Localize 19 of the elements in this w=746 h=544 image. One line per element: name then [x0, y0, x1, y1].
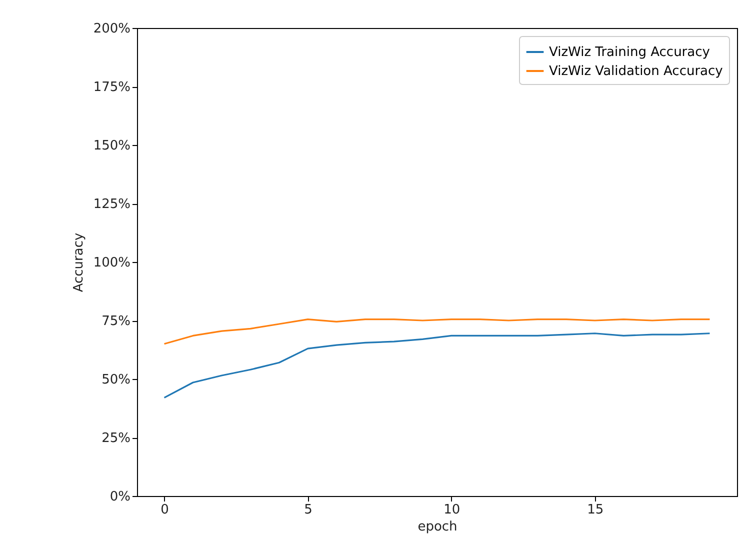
line-series	[163, 332, 711, 399]
y-tick-label: 150%	[93, 138, 130, 154]
y-tick-label: 175%	[93, 80, 130, 95]
x-axis-title: epoch	[418, 520, 458, 534]
legend-label: VizWiz Training Accuracy	[549, 45, 710, 60]
y-tick-label: 75%	[102, 314, 130, 329]
legend-label: VizWiz Validation Accuracy	[549, 64, 724, 79]
x-tick-label: 10	[444, 502, 460, 518]
y-tick-label: 125%	[93, 197, 130, 212]
x-tick-label: 0	[160, 502, 169, 518]
y-tick-label: 50%	[102, 372, 130, 388]
x-tick-label: 5	[304, 502, 312, 518]
line-series	[163, 318, 711, 345]
x-tick-label: 15	[587, 502, 604, 518]
y-tick-label: 100%	[93, 256, 130, 270]
y-tick-label: 0%	[110, 490, 130, 504]
y-axis-title: Accuracy	[71, 232, 86, 292]
y-tick-label: 25%	[102, 431, 130, 446]
y-tick-label: 200%	[93, 22, 130, 36]
